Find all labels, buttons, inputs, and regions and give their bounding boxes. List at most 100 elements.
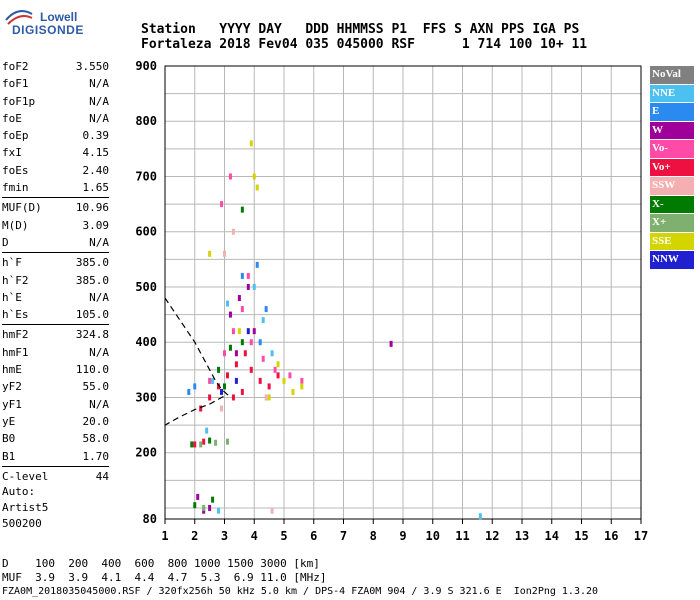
header-labels: Station YYYY DAY DDD HHMMSS P1 FFS S AXN… bbox=[141, 22, 580, 37]
echo-point bbox=[208, 250, 212, 257]
param-name: yE bbox=[2, 414, 16, 428]
echo-point bbox=[202, 438, 206, 445]
echo-point bbox=[214, 439, 218, 446]
param-name: hmE bbox=[2, 363, 22, 377]
legend-item: E bbox=[650, 103, 694, 121]
x-tick-label: 9 bbox=[399, 529, 406, 543]
echo-point bbox=[223, 350, 226, 357]
echo-point bbox=[389, 340, 393, 347]
echo-point bbox=[199, 405, 203, 412]
param-name: h`Es bbox=[2, 308, 29, 322]
echo-point bbox=[217, 366, 221, 373]
param-row: foE N/A bbox=[2, 110, 109, 127]
y-tick-label: 80 bbox=[143, 512, 157, 526]
param-row: yF2 55.0 bbox=[2, 378, 109, 395]
param-name: B0 bbox=[2, 432, 16, 446]
param-value: N/A bbox=[89, 397, 109, 411]
param-row: h`F 385.0 bbox=[2, 254, 109, 271]
echo-point bbox=[193, 441, 197, 448]
param-name: foEp bbox=[2, 129, 29, 143]
echo-point bbox=[270, 350, 274, 357]
echo-point bbox=[208, 377, 212, 384]
autoscaling-info: Auto: Artist5 500200 bbox=[2, 484, 48, 532]
param-value: 58.0 bbox=[82, 432, 110, 446]
echo-point bbox=[240, 339, 244, 346]
param-divider bbox=[2, 252, 109, 254]
param-value: N/A bbox=[89, 290, 109, 304]
echo-point bbox=[300, 383, 304, 390]
echo-point bbox=[211, 496, 215, 503]
muf-table: D 100 200 400 600 800 1000 1500 3000 [km… bbox=[2, 557, 327, 585]
digisonde-logo: Lowell DIGISONDE bbox=[4, 6, 83, 42]
echo-point bbox=[249, 339, 253, 346]
legend-item: Vo- bbox=[650, 140, 694, 158]
logo-emblem-icon bbox=[5, 10, 33, 25]
ionogram-chart: 1 2 3 4 5 6 7 8 9 10 11 12 13 14 15 16 17802003004005006… bbox=[135, 59, 648, 543]
param-name: h`F2 bbox=[2, 273, 29, 287]
param-value: 55.0 bbox=[82, 380, 110, 394]
param-row: h`F2 385.0 bbox=[2, 272, 109, 289]
echo-point bbox=[240, 272, 244, 279]
echo-point bbox=[231, 394, 235, 401]
echo-point bbox=[220, 405, 224, 412]
param-name: MUF(D) bbox=[2, 201, 42, 215]
y-tick-label: 700 bbox=[135, 169, 157, 183]
param-row: MUF(D) 10.96 bbox=[2, 199, 109, 216]
param-row: foF1 N/A bbox=[2, 75, 109, 92]
echo-point bbox=[276, 372, 280, 379]
station-header: Station YYYY DAY DDD HHMMSS P1 FFS S AXN… bbox=[141, 22, 587, 52]
param-value: 10.96 bbox=[75, 201, 109, 215]
echo-point bbox=[288, 372, 292, 379]
echo-point bbox=[190, 441, 194, 448]
y-tick-label: 500 bbox=[135, 280, 157, 294]
param-value: 2.40 bbox=[82, 163, 110, 177]
echo-point bbox=[202, 504, 206, 511]
scaled-parameters-panel: foF2 3.550 foF1 N/A foF1p N/A foE N/A foEp 0.39 fx… bbox=[2, 58, 109, 485]
echo-point bbox=[208, 504, 212, 511]
echo-point bbox=[282, 377, 286, 384]
logo-text-digisonde: DIGISONDE bbox=[12, 23, 84, 37]
param-name: foF2 bbox=[2, 60, 29, 73]
param-name: foF1p bbox=[2, 94, 36, 108]
chart-profile bbox=[164, 297, 229, 426]
x-tick-label: 7 bbox=[340, 529, 347, 543]
param-value: N/A bbox=[89, 94, 109, 108]
param-value: 105.0 bbox=[75, 308, 109, 322]
param-row: hmF1 N/A bbox=[2, 344, 109, 361]
legend-item: X+ bbox=[650, 214, 694, 232]
echo-point bbox=[300, 377, 304, 384]
echo-point bbox=[252, 328, 256, 335]
echo-point bbox=[225, 372, 229, 379]
echo-point bbox=[196, 493, 200, 500]
param-name: D bbox=[2, 235, 9, 249]
echo-point bbox=[291, 388, 295, 395]
echo-point bbox=[258, 339, 262, 346]
param-value: 324.8 bbox=[75, 328, 109, 342]
legend-item: W bbox=[650, 121, 694, 139]
param-value: 385.0 bbox=[75, 256, 109, 270]
file-footer: FZA0M_2018035045000.RSF / 320fx256h 50 k… bbox=[2, 586, 599, 597]
echo-point bbox=[252, 173, 256, 180]
legend-item: SSW bbox=[650, 177, 694, 195]
x-tick-label: 5 bbox=[280, 529, 287, 543]
param-row: yF1 N/A bbox=[2, 396, 109, 413]
param-row: D N/A bbox=[2, 234, 109, 251]
param-row: foF1p N/A bbox=[2, 93, 109, 110]
legend-item: NNW bbox=[650, 251, 694, 269]
y-tick-label: 800 bbox=[135, 114, 157, 128]
echo-point bbox=[228, 344, 232, 351]
param-value: N/A bbox=[89, 345, 109, 359]
echo-point bbox=[255, 261, 259, 268]
param-value: 3.550 bbox=[75, 60, 109, 73]
echo-point bbox=[249, 140, 253, 147]
logo-text-lowell: Lowell bbox=[40, 10, 78, 24]
param-name: yF1 bbox=[2, 397, 22, 411]
echo-point bbox=[270, 507, 274, 514]
auto-label: Auto: bbox=[2, 485, 36, 498]
param-value: N/A bbox=[89, 235, 109, 249]
echo-point bbox=[276, 361, 280, 368]
echo-point bbox=[240, 306, 244, 313]
x-tick-label: 17 bbox=[634, 529, 648, 543]
echo-point bbox=[255, 184, 259, 191]
echo-point bbox=[231, 328, 235, 335]
